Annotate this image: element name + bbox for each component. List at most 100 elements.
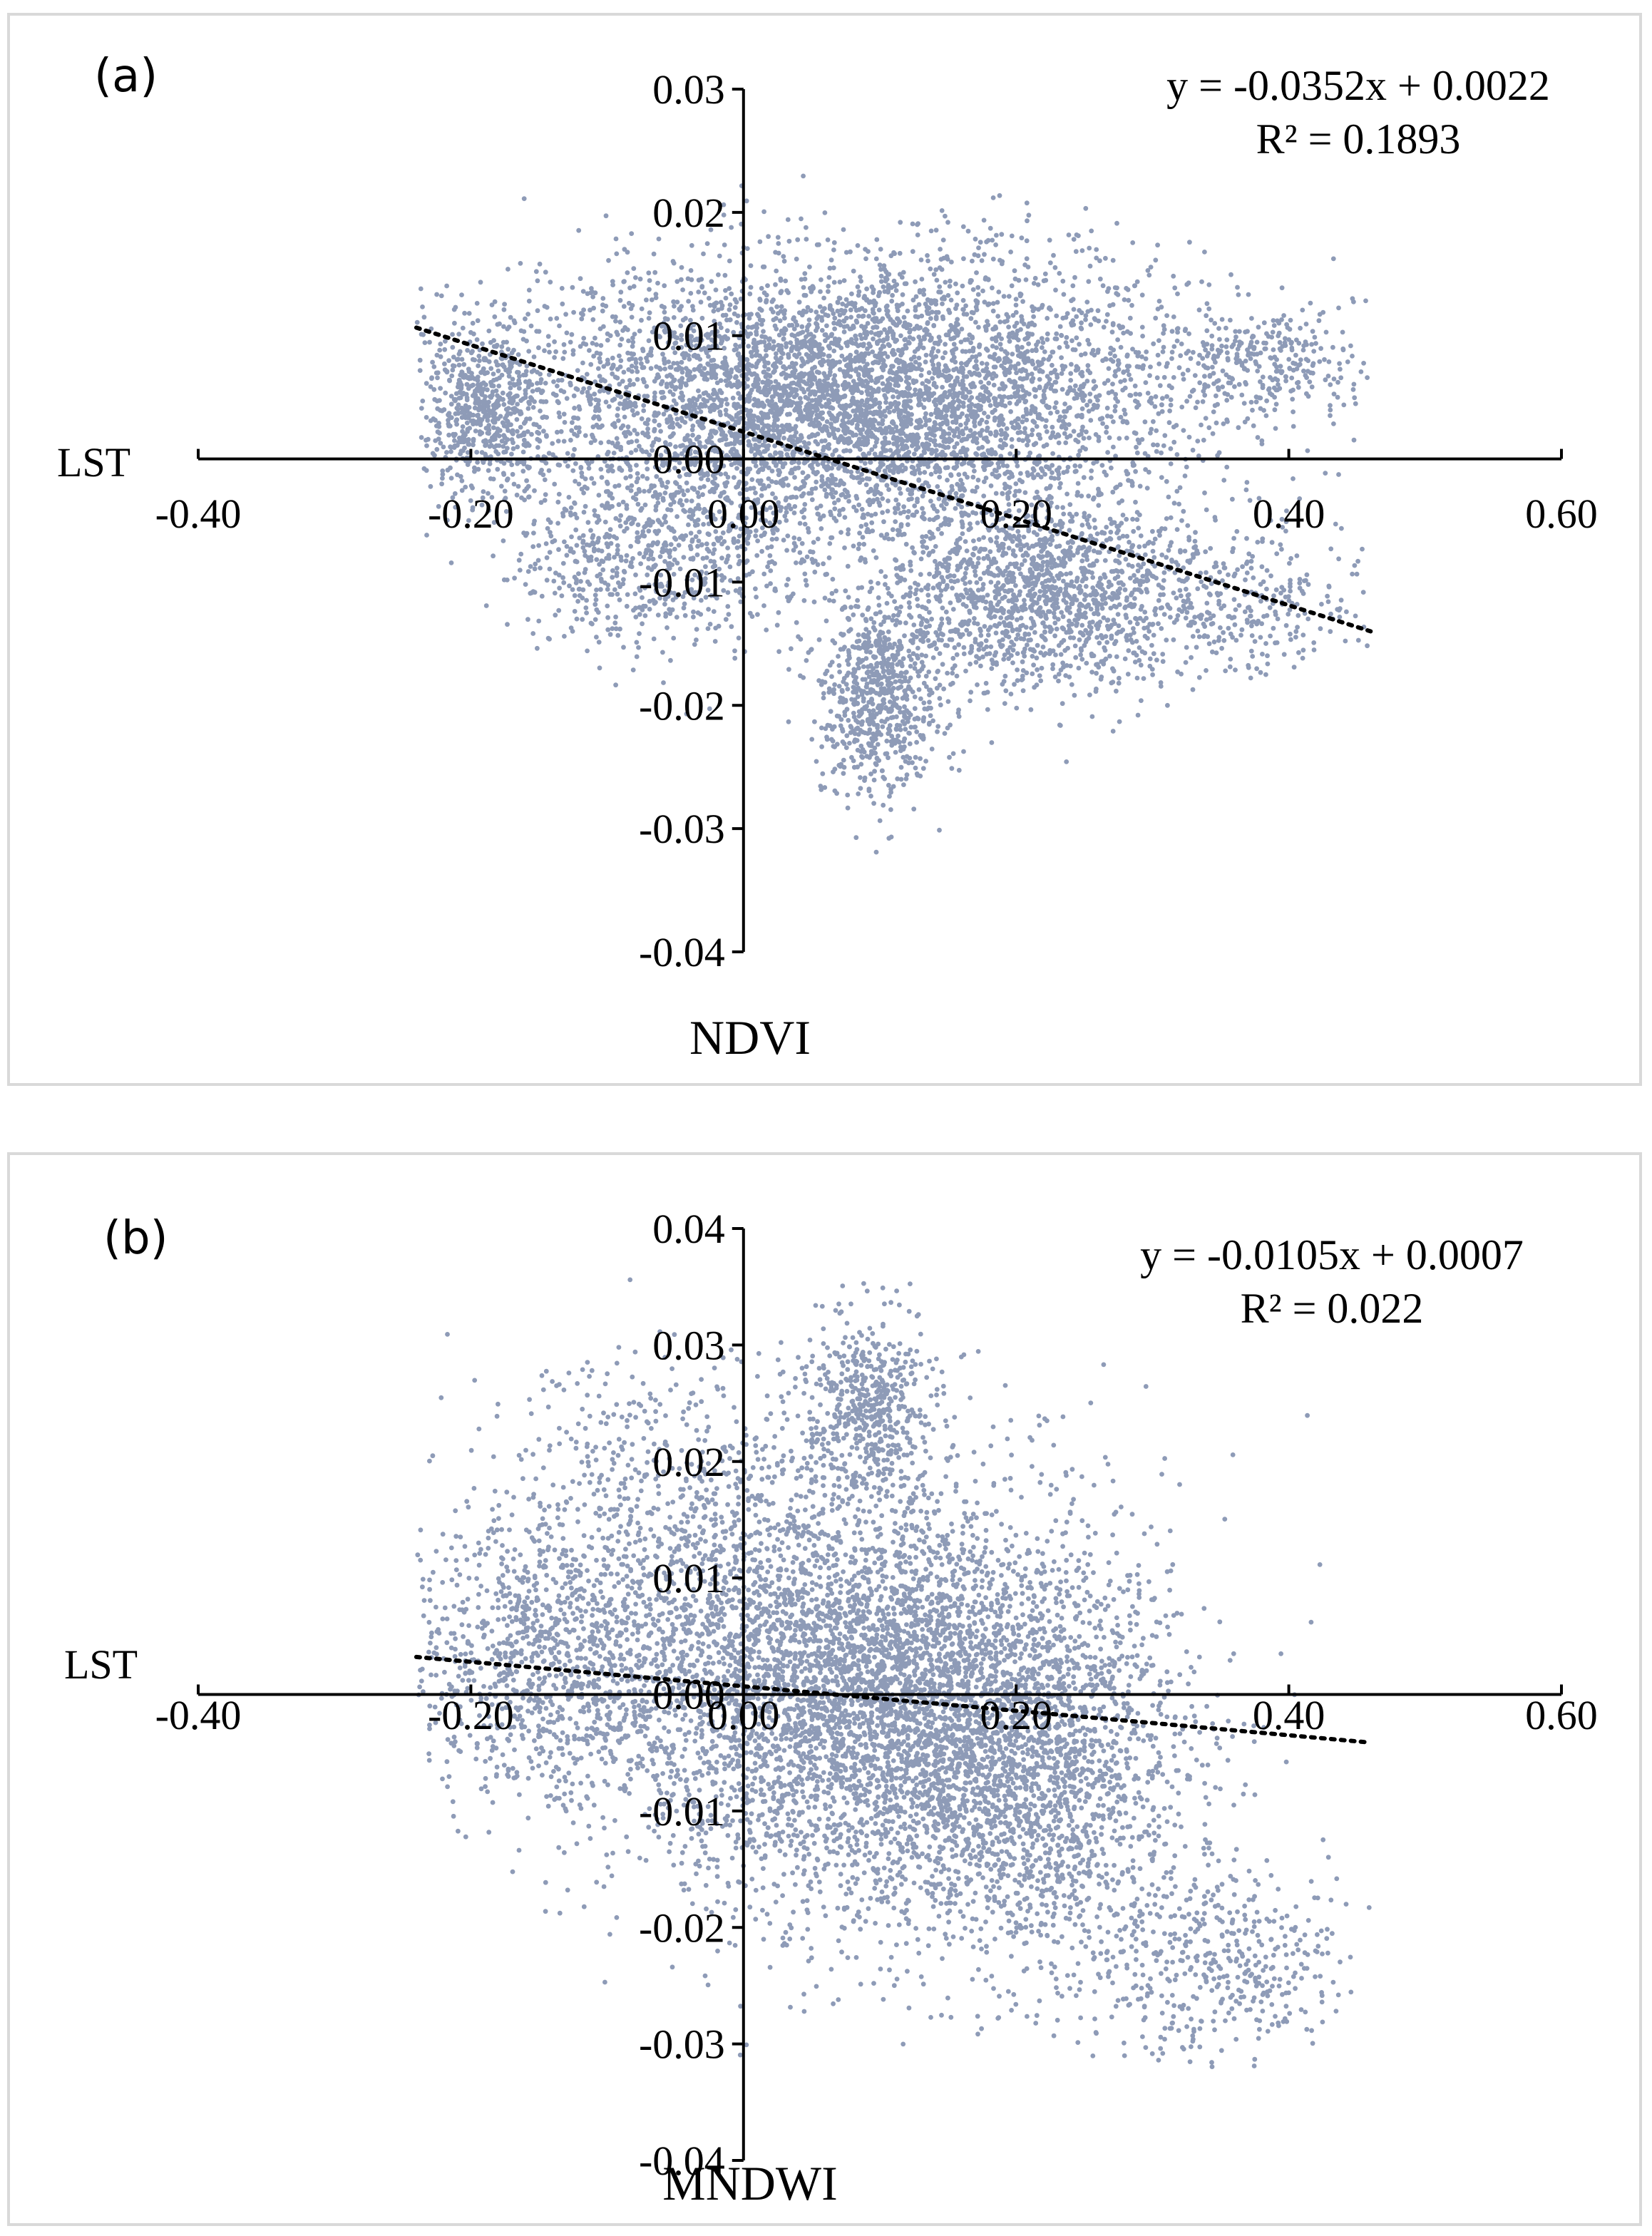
panel-a-point bbox=[832, 501, 837, 506]
panel-a-point bbox=[1162, 375, 1167, 380]
panel-a-point bbox=[717, 398, 722, 403]
panel-a-point bbox=[934, 341, 939, 346]
panel-a-point bbox=[876, 428, 881, 433]
panel-a-point bbox=[1135, 400, 1140, 405]
panel-a-point bbox=[767, 428, 772, 433]
panel-a-point bbox=[964, 362, 969, 367]
panel-a-point bbox=[975, 485, 980, 490]
panel-a-point bbox=[1161, 349, 1166, 354]
panel-a-point bbox=[854, 384, 859, 389]
panel-a-point bbox=[751, 427, 756, 432]
panel-a-point bbox=[1225, 419, 1230, 424]
panel-a-point bbox=[816, 314, 821, 319]
panel-a-point bbox=[631, 403, 636, 408]
panel-a-point bbox=[933, 354, 938, 359]
panel-a-point bbox=[865, 476, 870, 481]
panel-a-point bbox=[746, 325, 751, 330]
panel-a-point bbox=[1035, 424, 1040, 429]
panel-a-point bbox=[995, 314, 1000, 319]
panel-a-point bbox=[773, 402, 778, 407]
panel-a-point bbox=[907, 341, 912, 346]
panel-a-point bbox=[1147, 373, 1152, 378]
panel-a-point bbox=[1256, 435, 1261, 440]
panel-a-point bbox=[518, 261, 523, 266]
panel-a-point bbox=[970, 381, 975, 386]
panel-a-point bbox=[773, 282, 778, 287]
panel-a-point bbox=[848, 315, 853, 320]
panel-a-point bbox=[786, 290, 791, 295]
panel-a-point bbox=[630, 340, 635, 345]
panel-a-point bbox=[831, 431, 836, 436]
panel-a-point bbox=[776, 241, 781, 246]
panel-a-point bbox=[1025, 349, 1030, 354]
panel-a-point bbox=[769, 479, 774, 484]
panel-a-point bbox=[964, 394, 969, 399]
panel-a-point bbox=[1074, 335, 1079, 340]
panel-a-point bbox=[650, 297, 655, 302]
panel-a-point bbox=[571, 352, 576, 357]
panel-a-point bbox=[933, 449, 938, 454]
panel-a-point bbox=[844, 304, 849, 309]
panel-a-point bbox=[633, 275, 638, 280]
panel-a-point bbox=[1187, 240, 1192, 245]
panel-a-point bbox=[459, 292, 464, 297]
panel-a-point bbox=[1140, 292, 1145, 297]
panel-a-point bbox=[811, 540, 816, 545]
panel-a-point bbox=[962, 488, 967, 493]
panel-a-point bbox=[940, 302, 945, 307]
panel-a-point bbox=[1070, 283, 1075, 288]
panel-a-point bbox=[820, 429, 825, 434]
panel-a-point bbox=[792, 475, 797, 480]
panel-a-point bbox=[937, 496, 942, 501]
panel-a-point bbox=[1048, 483, 1053, 488]
panel-a-point bbox=[1025, 443, 1030, 448]
panel-a-point bbox=[874, 360, 879, 365]
panel-a-point bbox=[936, 310, 941, 315]
panel-a-point bbox=[659, 381, 664, 386]
panel-a-point bbox=[1112, 373, 1117, 378]
panel-a-point bbox=[534, 329, 539, 334]
panel-a-point bbox=[1195, 439, 1200, 443]
panel-a-point bbox=[1166, 495, 1171, 500]
panel-a-point bbox=[642, 379, 647, 384]
panel-a-point bbox=[746, 394, 751, 399]
panel-a-point bbox=[1104, 319, 1109, 324]
panel-a-point bbox=[923, 359, 928, 364]
panel-a-point bbox=[764, 353, 769, 358]
panel-a-point bbox=[601, 324, 606, 329]
panel-a-point bbox=[846, 531, 851, 536]
panel-a-point bbox=[734, 466, 739, 471]
panel-a-point bbox=[617, 319, 622, 324]
panel-a-point bbox=[972, 371, 977, 376]
panel-a-point bbox=[1242, 401, 1247, 406]
panel-a-point bbox=[617, 381, 622, 386]
panel-a-point bbox=[1025, 256, 1030, 261]
panel-a-point bbox=[779, 347, 784, 352]
panel-a-point bbox=[1050, 363, 1055, 368]
panel-a-point bbox=[838, 346, 843, 351]
panel-a-point bbox=[745, 332, 750, 337]
panel-a-point bbox=[1097, 258, 1102, 263]
panel-a-point bbox=[884, 304, 889, 309]
panel-a-point bbox=[1030, 359, 1035, 364]
panel-a-point bbox=[697, 530, 702, 535]
panel-a-point bbox=[611, 364, 616, 369]
panel-a-point bbox=[726, 442, 731, 447]
panel-a-point bbox=[1235, 285, 1240, 290]
panel-a-point bbox=[1159, 475, 1164, 480]
panel-a-point bbox=[1083, 317, 1088, 322]
panel-a-point bbox=[560, 302, 565, 307]
panel-a-point bbox=[1105, 414, 1110, 419]
panel-a-point bbox=[907, 330, 912, 335]
panel-a-point bbox=[978, 404, 983, 409]
panel-a-point bbox=[522, 196, 527, 201]
panel-a-point bbox=[876, 388, 881, 393]
panel-a-point bbox=[832, 240, 837, 245]
panel-a-point bbox=[821, 445, 826, 450]
panel-a-point bbox=[699, 299, 704, 304]
panel-a-point bbox=[895, 443, 900, 448]
panel-a-point bbox=[1033, 394, 1038, 399]
panel-a-point bbox=[1083, 352, 1088, 357]
panel-a-point bbox=[905, 515, 910, 520]
panel-a-point bbox=[622, 247, 627, 252]
